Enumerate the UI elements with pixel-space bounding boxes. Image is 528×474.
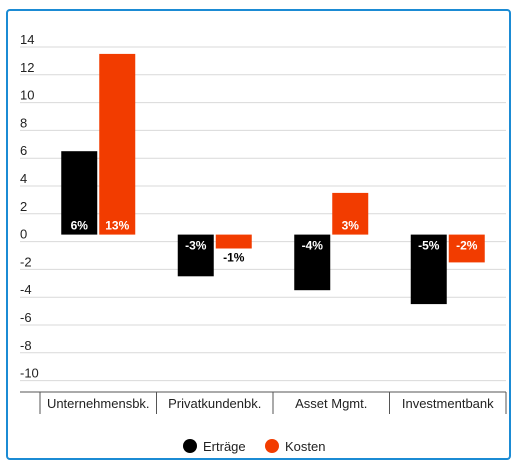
legend-label: Kosten xyxy=(285,439,325,454)
y-tick-label: 0 xyxy=(20,227,27,242)
y-tick-label: 14 xyxy=(20,32,34,47)
y-tick-label: 2 xyxy=(20,199,27,214)
bar xyxy=(177,234,214,277)
category-label: Unternehmensbk. xyxy=(47,396,150,411)
bars xyxy=(61,53,485,305)
y-tick-label: -8 xyxy=(20,338,32,353)
legend-swatch xyxy=(265,439,279,453)
bar xyxy=(410,234,447,305)
y-tick-label: 4 xyxy=(20,171,27,186)
data-label: 3% xyxy=(342,219,360,233)
y-tick-label: 8 xyxy=(20,115,27,130)
y-tick-label: 10 xyxy=(20,88,34,103)
legend: Erträge Kosten xyxy=(183,439,325,454)
y-tick-label: 12 xyxy=(20,60,34,75)
category-label: Privatkundenbk. xyxy=(168,396,261,411)
grid xyxy=(20,46,507,414)
legend-label: Erträge xyxy=(203,439,246,454)
data-label: 6% xyxy=(71,219,89,233)
category-label: Investmentbank xyxy=(402,396,494,411)
category-label: Asset Mgmt. xyxy=(295,396,367,411)
data-labels: 6% -3% -4% -5% 13% -1% 3% -2% xyxy=(71,219,478,265)
data-label: -4% xyxy=(302,239,324,253)
data-label: -1% xyxy=(223,251,245,265)
bar xyxy=(332,192,369,235)
data-label: -3% xyxy=(185,239,207,253)
y-tick-label: -2 xyxy=(20,254,32,269)
x-axis-categories: Unternehmensbk. Privatkundenbk. Asset Mgmt… xyxy=(47,396,494,411)
bar xyxy=(448,234,485,263)
legend-swatch xyxy=(183,439,197,453)
bar xyxy=(215,234,252,249)
data-label: 13% xyxy=(105,219,129,233)
bar xyxy=(294,234,331,291)
data-label: -2% xyxy=(456,239,478,253)
data-label: -5% xyxy=(418,239,440,253)
y-tick-label: -6 xyxy=(20,310,32,325)
y-tick-label: -4 xyxy=(20,282,32,297)
y-tick-label: 6 xyxy=(20,143,27,158)
bar xyxy=(61,151,98,235)
y-axis-ticks: 14 12 10 8 6 4 2 0 -2 -4 -6 -8 -10 xyxy=(20,32,39,381)
y-tick-label: -10 xyxy=(20,366,39,381)
bar xyxy=(99,53,136,235)
